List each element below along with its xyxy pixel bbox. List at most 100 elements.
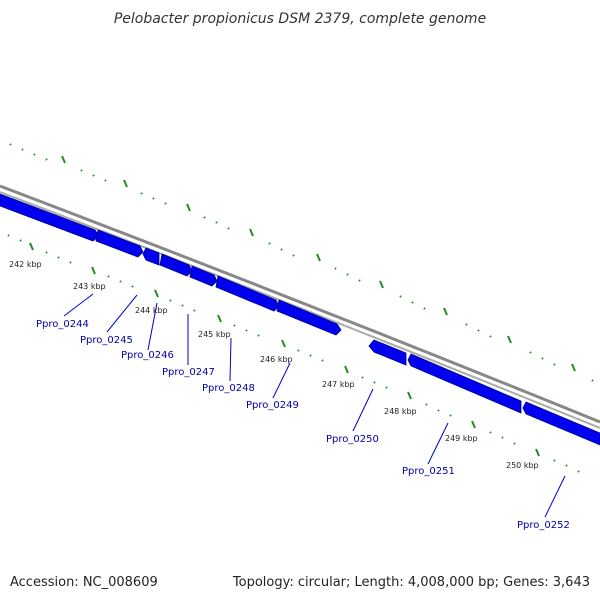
accession-text: Accession: NC_008609 bbox=[10, 575, 158, 590]
outer-tick-ring bbox=[9, 143, 594, 382]
outer-dot bbox=[92, 174, 95, 177]
leader-ppro-0244 bbox=[63, 293, 94, 317]
inner-dot bbox=[233, 324, 236, 327]
gene-ppro-0246[interactable] bbox=[142, 247, 160, 266]
inner-major-tick bbox=[535, 448, 540, 457]
inner-major-tick bbox=[471, 420, 476, 429]
inner-dot bbox=[437, 409, 440, 412]
inner-dot bbox=[577, 470, 580, 473]
gene-label-ppro-0247[interactable]: Ppro_0247 bbox=[162, 367, 215, 378]
inner-dot bbox=[425, 403, 428, 406]
inner-dot bbox=[501, 436, 504, 439]
gene-label-ppro-0244[interactable]: Ppro_0244 bbox=[36, 319, 89, 330]
forward-genes bbox=[0, 193, 342, 336]
inner-dot bbox=[181, 304, 184, 307]
inner-dot bbox=[553, 459, 556, 462]
kbp-label: 246 kbp bbox=[260, 355, 293, 364]
gene-label-ppro-0249[interactable]: Ppro_0249 bbox=[246, 400, 299, 411]
inner-dot bbox=[321, 359, 324, 362]
outer-dot bbox=[346, 273, 349, 276]
outer-dot bbox=[21, 148, 24, 151]
inner-major-tick bbox=[91, 266, 96, 275]
outer-dot bbox=[292, 254, 295, 257]
outer-major-tick bbox=[61, 155, 66, 164]
kbp-label: 242 kbp bbox=[9, 260, 42, 269]
outer-dot bbox=[140, 192, 143, 195]
inner-dot bbox=[57, 256, 60, 259]
inner-dot bbox=[373, 381, 376, 384]
outer-major-tick bbox=[443, 307, 448, 316]
outer-dot bbox=[80, 169, 83, 172]
outer-major-tick bbox=[316, 253, 321, 262]
outer-dot bbox=[411, 301, 414, 304]
inner-dot bbox=[45, 251, 48, 254]
gene-label-ppro-0252[interactable]: Ppro_0252 bbox=[517, 520, 570, 531]
inner-dot bbox=[309, 354, 312, 357]
outer-dot bbox=[334, 267, 337, 270]
outer-major-tick bbox=[249, 228, 254, 237]
outer-dot bbox=[227, 227, 230, 230]
outer-dot bbox=[591, 379, 594, 382]
inner-dot bbox=[169, 299, 172, 302]
gene-ppro-0244[interactable] bbox=[0, 193, 100, 242]
outer-dot bbox=[9, 143, 12, 146]
inner-major-tick bbox=[281, 339, 286, 348]
topology-text: Topology: circular; Length: 4,008,000 bp… bbox=[232, 575, 590, 590]
gene-ppro-0249[interactable] bbox=[215, 275, 280, 312]
leader-ppro-0251 bbox=[427, 422, 449, 465]
gene-ppro-0245[interactable] bbox=[95, 229, 144, 258]
inner-dot bbox=[107, 275, 110, 278]
outer-major-tick bbox=[571, 363, 576, 372]
kbp-label: 247 kbp bbox=[322, 380, 355, 389]
kbp-label: 250 kbp bbox=[506, 461, 539, 470]
inner-dot bbox=[361, 376, 364, 379]
kbp-label: 245 kbp bbox=[198, 330, 231, 339]
gene-ppro-0250[interactable] bbox=[276, 299, 342, 336]
leader-ppro-0248 bbox=[229, 337, 232, 382]
outer-dot bbox=[529, 351, 532, 354]
gene-label-ppro-0248[interactable]: Ppro_0248 bbox=[202, 383, 255, 394]
gene-label-ppro-0246[interactable]: Ppro_0246 bbox=[121, 350, 174, 361]
outer-dot bbox=[477, 329, 480, 332]
inner-dot bbox=[131, 285, 134, 288]
gene-labels: Ppro_0244 Ppro_0245 Ppro_0246 Ppro_0247 … bbox=[36, 319, 570, 531]
gene-label-ppro-0245[interactable]: Ppro_0245 bbox=[80, 335, 133, 346]
outer-dot bbox=[489, 335, 492, 338]
kbp-label: 244 kbp bbox=[135, 306, 168, 315]
inner-dot bbox=[385, 386, 388, 389]
outer-dot bbox=[541, 357, 544, 360]
gene-leader-lines bbox=[63, 293, 566, 518]
outer-dot bbox=[358, 279, 361, 282]
gene-ppro-0247[interactable] bbox=[159, 253, 193, 277]
gene-ppro-0252[interactable] bbox=[407, 353, 522, 414]
genome-backbone-inner bbox=[0, 191, 600, 429]
leader-ppro-0250 bbox=[352, 388, 374, 432]
inner-dot bbox=[69, 261, 72, 264]
map-title: Pelobacter propionicus DSM 2379, complet… bbox=[114, 11, 486, 27]
leader-ppro-0245 bbox=[106, 294, 138, 333]
outer-major-tick bbox=[507, 335, 512, 344]
leader-ppro-0246 bbox=[147, 302, 158, 351]
gene-label-ppro-0251[interactable]: Ppro_0251 bbox=[402, 466, 455, 477]
inner-major-tick bbox=[217, 314, 222, 323]
inner-major-tick bbox=[407, 391, 412, 400]
outer-dot bbox=[423, 307, 426, 310]
gene-label-ppro-0250[interactable]: Ppro_0250 bbox=[326, 434, 379, 445]
inner-tick-ring bbox=[7, 234, 580, 473]
genome-backbone-outer bbox=[0, 184, 600, 424]
inner-major-tick bbox=[29, 242, 34, 251]
gene-ppro-0253[interactable] bbox=[522, 401, 600, 446]
outer-dot bbox=[203, 216, 206, 219]
outer-dot bbox=[268, 242, 271, 245]
outer-dot bbox=[104, 179, 107, 182]
inner-dot bbox=[19, 239, 22, 242]
outer-dot bbox=[553, 363, 556, 366]
outer-dot bbox=[45, 158, 48, 161]
gene-ppro-0251[interactable] bbox=[368, 339, 407, 366]
outer-dot bbox=[164, 202, 167, 205]
outer-dot bbox=[152, 197, 155, 200]
outer-dot bbox=[399, 295, 402, 298]
inner-dot bbox=[449, 414, 452, 417]
gene-ppro-0248[interactable] bbox=[189, 265, 218, 287]
